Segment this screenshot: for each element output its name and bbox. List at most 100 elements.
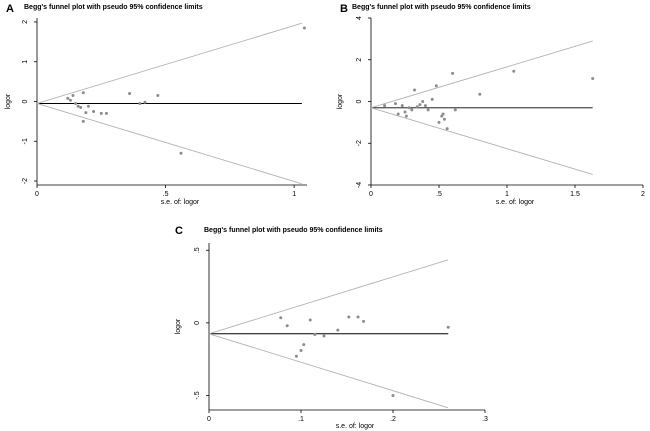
study-point <box>446 325 450 329</box>
y-tick-label: -1 <box>22 138 29 144</box>
study-point <box>453 108 457 112</box>
x-tick-label: 1 <box>292 191 296 198</box>
study-point <box>451 71 455 75</box>
study-point <box>279 316 283 320</box>
study-point <box>302 343 306 347</box>
study-point <box>71 94 75 98</box>
study-point <box>285 324 289 328</box>
study-point <box>79 105 83 109</box>
y-axis-label: logor <box>175 318 182 334</box>
study-point <box>383 104 387 108</box>
x-axis-label: s.e. of: logor <box>336 423 375 430</box>
x-tick-label: 2 <box>641 191 645 198</box>
y-tick-label: -4 <box>356 182 363 188</box>
study-point <box>92 109 96 113</box>
study-point <box>104 111 108 115</box>
panel-letter: A <box>6 3 14 15</box>
panel-c: C Begg's funnel plot with pseudo 95% conf… <box>175 225 488 430</box>
panel-b: B Begg's funnel plot with pseudo 95% conf… <box>337 3 645 206</box>
chart-title: Begg's funnel plot with pseudo 95% confi… <box>204 227 383 234</box>
study-point <box>313 332 317 336</box>
lower-confidence-limit <box>36 103 302 185</box>
study-point <box>76 104 80 108</box>
study-point <box>413 88 417 92</box>
study-point <box>430 97 434 101</box>
y-tick-label: 0 <box>22 99 29 103</box>
study-point <box>81 91 85 95</box>
x-axis-label: s.e. of: logor <box>161 199 200 206</box>
study-point <box>68 98 72 102</box>
study-point <box>128 92 132 96</box>
study-point <box>308 318 312 322</box>
chart-title: Begg's funnel plot with pseudo 95% confi… <box>24 4 203 11</box>
study-point <box>421 100 425 103</box>
study-point <box>362 319 366 323</box>
panel-a: A Begg's funnel plot with pseudo 95% conf… <box>5 3 307 206</box>
lower-confidence-limit <box>208 333 449 409</box>
y-tick-label: 0 <box>194 321 201 325</box>
study-point <box>99 111 103 115</box>
y-tick-label: 2 <box>356 58 363 62</box>
x-tick-label: 0 <box>207 416 211 423</box>
y-tick-label: .5 <box>194 247 201 253</box>
study-point <box>404 114 408 118</box>
study-point <box>66 96 70 100</box>
study-point <box>347 315 351 319</box>
x-axis-label: s.e. of: logor <box>496 199 535 206</box>
study-point <box>294 354 298 358</box>
study-point <box>81 119 85 123</box>
x-tick-label: 0 <box>35 191 39 198</box>
upper-confidence-limit <box>36 22 302 104</box>
study-point <box>478 92 482 96</box>
y-tick-label: -2 <box>22 178 29 184</box>
upper-confidence-limit <box>370 40 593 109</box>
study-point <box>418 103 422 107</box>
y-axis-label: logor <box>5 93 12 109</box>
study-point <box>445 127 449 131</box>
study-point <box>437 120 441 124</box>
study-point <box>426 108 430 112</box>
study-point <box>410 108 414 112</box>
study-point <box>400 104 404 108</box>
study-point <box>74 101 78 105</box>
study-point <box>179 151 183 155</box>
study-point <box>86 104 90 108</box>
study-point <box>391 393 395 397</box>
study-point <box>299 348 303 352</box>
y-tick-label: 1 <box>22 60 29 64</box>
study-point <box>156 94 160 98</box>
x-tick-label: 0 <box>369 191 373 198</box>
y-tick-label: 2 <box>22 20 29 24</box>
panel-letter: B <box>340 3 348 15</box>
study-point <box>84 111 88 115</box>
study-point <box>302 26 306 30</box>
y-tick-label: -2 <box>356 140 363 146</box>
lower-confidence-limit <box>370 107 593 175</box>
study-point <box>403 110 407 114</box>
chart-title: Begg's funnel plot with pseudo 95% confi… <box>352 4 531 11</box>
x-tick-label: .5 <box>163 191 169 198</box>
x-tick-label: .3 <box>482 416 488 423</box>
study-point <box>143 100 147 104</box>
x-tick-label: .5 <box>436 191 442 198</box>
upper-confidence-limit <box>208 259 449 335</box>
y-axis-label: logor <box>337 93 344 109</box>
study-point <box>434 84 438 88</box>
study-point <box>442 117 446 121</box>
y-tick-label: 4 <box>356 16 363 20</box>
panel-letter: C <box>175 225 183 237</box>
study-point <box>336 328 340 332</box>
study-point <box>356 315 360 319</box>
x-tick-label: .1 <box>298 416 304 423</box>
x-tick-label: 1 <box>505 191 509 198</box>
study-point <box>138 101 142 105</box>
study-point <box>393 102 397 106</box>
study-point <box>322 334 326 338</box>
study-point <box>441 112 445 116</box>
x-tick-label: .2 <box>390 416 396 423</box>
y-tick-label: 0 <box>356 99 363 103</box>
study-point <box>423 104 427 108</box>
x-tick-label: 1.5 <box>570 191 580 198</box>
study-point <box>591 77 595 81</box>
